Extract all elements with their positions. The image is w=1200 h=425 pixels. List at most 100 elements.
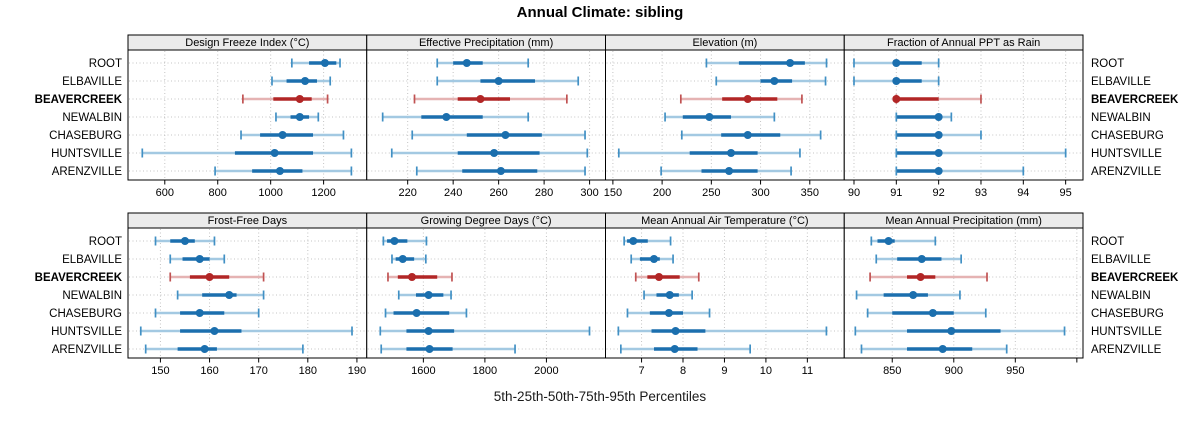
median-dot [928, 309, 937, 317]
axis-tick-label: 260 [489, 187, 507, 199]
site-label-left-chaseburg: CHASEBURG [49, 308, 122, 320]
axis-tick-label: 150 [151, 365, 169, 377]
axis-tick-label: 850 [883, 365, 901, 377]
axis-tick-label: 90 [848, 187, 860, 199]
panel-box [605, 49, 845, 181]
median-dot [938, 345, 947, 353]
site-label-right-arenzville: ARENZVILLE [1091, 344, 1162, 356]
panel-fraction-of-annual-ppt-as-rain: Fraction of Annual PPT as Rain 90 91 92 93 94… [843, 34, 1084, 199]
panel-strip-title: Growing Degree Days (°C) [421, 215, 552, 227]
panel-strip-title: Design Freeze Index (°C) [185, 37, 309, 49]
axis-tick-label: 95 [1060, 187, 1072, 199]
median-dot [412, 309, 421, 317]
interval-chaseburg [411, 130, 586, 140]
median-dot [320, 59, 329, 67]
interval-arenzville [895, 166, 1025, 176]
panel-strip-title: Effective Precipitation (mm) [419, 37, 553, 49]
interval-root [154, 236, 216, 246]
site-label-right-beavercreek: BEAVERCREEK [1091, 94, 1179, 106]
interval-chaseburg [240, 130, 345, 140]
median-dot [947, 327, 956, 335]
axis-tick-label: 300 [751, 187, 769, 199]
median-dot [501, 131, 510, 139]
axis-tick-label: 9 [721, 365, 727, 377]
panel-strip-title: Mean Annual Precipitation (mm) [885, 215, 1042, 227]
median-dot [917, 255, 926, 263]
site-label-left-newalbin: NEWALBIN [62, 290, 122, 302]
axis-tick-label: 800 [209, 187, 227, 199]
axis-tick-label: 11 [802, 365, 813, 377]
median-dot [934, 149, 943, 157]
figure-caption: 5th-25th-50th-75th-95th Percentiles [493, 389, 707, 404]
interval-beavercreek [169, 272, 265, 282]
panel-design-freeze-index-c: Design Freeze Index (°C) 600 800 1000 1200 [127, 34, 368, 199]
panel-mean-annual-air-temperature-c: Mean Annual Air Temperature (°C) 7 8 9 10 11 [605, 212, 845, 377]
interval-newalbin [397, 290, 452, 300]
interval-elbaville [630, 254, 674, 264]
median-dot [629, 237, 638, 245]
interval-newalbin [664, 112, 776, 122]
axis-tick-label: 94 [1017, 187, 1029, 199]
interval-newalbin [895, 112, 953, 122]
interval-elbaville [169, 254, 226, 264]
interval-root [705, 58, 828, 68]
axis-tick-label: 300 [580, 187, 598, 199]
interval-elbaville [271, 76, 332, 86]
axis-tick-label: 600 [156, 187, 174, 199]
median-dot [278, 131, 287, 139]
median-dot [407, 273, 416, 281]
panel-box [127, 227, 368, 359]
site-label-left-elbaville: ELBAVILLE [62, 254, 122, 266]
axis-tick-label: 170 [249, 365, 267, 377]
site-label-left-arenzville: ARENZVILLE [52, 166, 123, 178]
median-dot [916, 273, 925, 281]
panel-box [843, 49, 1084, 181]
median-dot [884, 237, 893, 245]
site-label-right-huntsville: HUNTSVILLE [1091, 326, 1162, 338]
median-dot [195, 255, 204, 263]
interval-beavercreek [413, 94, 568, 104]
axis-tick-label: 900 [945, 365, 963, 377]
interval-chaseburg [680, 130, 822, 140]
interval-root [382, 236, 428, 246]
median-dot [424, 327, 433, 335]
site-label-left-chaseburg: CHASEBURG [49, 130, 122, 142]
interval-arenzville [860, 344, 1008, 354]
site-label-right-beavercreek: BEAVERCREEK [1091, 272, 1179, 284]
axis-tick-label: 91 [890, 187, 902, 199]
interval-arenzville [660, 166, 792, 176]
axis-tick-label: 1800 [473, 365, 497, 377]
median-dot [270, 149, 279, 157]
interval-beavercreek [679, 94, 803, 104]
interval-huntsville [139, 326, 353, 336]
interval-chaseburg [866, 308, 987, 318]
axis-tick-label: 1600 [411, 365, 435, 377]
panel-box [843, 227, 1084, 359]
panel-frost-free-days: Frost-Free Days 150 160 170 180 190 [127, 212, 368, 377]
interval-root [623, 236, 672, 246]
site-label-left-beavercreek: BEAVERCREEK [35, 94, 123, 106]
interval-beavercreek [892, 94, 982, 104]
site-label-left-huntsville: HUNTSVILLE [51, 148, 122, 160]
site-label-left-beavercreek: BEAVERCREEK [35, 272, 123, 284]
axis-tick-label: 240 [444, 187, 462, 199]
site-label-left-root: ROOT [89, 236, 122, 248]
median-dot [490, 149, 499, 157]
axis-tick-label: 250 [702, 187, 720, 199]
median-dot [664, 309, 673, 317]
interval-huntsville [854, 326, 1066, 336]
median-dot [180, 237, 189, 245]
interval-root [853, 58, 940, 68]
interval-huntsville [390, 148, 589, 158]
interval-beavercreek [242, 94, 329, 104]
median-dot [424, 291, 433, 299]
median-dot [275, 167, 284, 175]
interval-beavercreek [634, 272, 700, 282]
interval-huntsville [895, 148, 1067, 158]
interval-huntsville [379, 326, 591, 336]
median-dot [225, 291, 234, 299]
median-dot [494, 77, 503, 85]
axis-tick-label: 950 [1006, 365, 1024, 377]
